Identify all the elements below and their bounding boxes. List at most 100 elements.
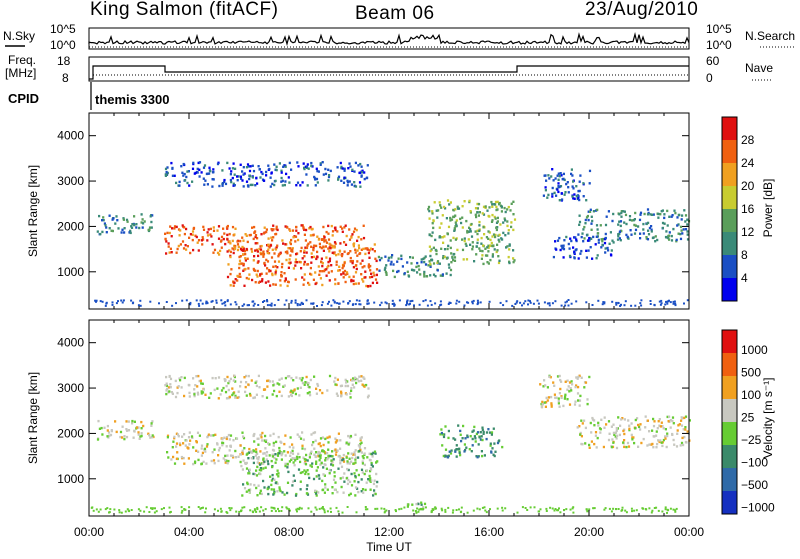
echo-cell <box>256 275 259 278</box>
echo-cell <box>231 454 234 458</box>
echo-cell <box>353 227 357 230</box>
echo-cell <box>456 248 459 252</box>
echo-cell <box>339 456 342 459</box>
echo-cell <box>684 415 688 418</box>
echo-cell <box>108 227 111 230</box>
echo-cell <box>626 235 629 239</box>
echo-cell <box>472 509 475 512</box>
echo-cell <box>587 249 590 252</box>
echo-cell <box>665 445 668 449</box>
echo-cell <box>305 492 308 495</box>
echo-cell <box>262 250 265 253</box>
echo-cell <box>173 435 176 439</box>
echo-cell <box>272 444 275 447</box>
echo-cell <box>298 435 301 438</box>
colorbar-swatch <box>722 186 737 210</box>
echo-cell <box>324 245 327 248</box>
echo-cell <box>455 302 458 305</box>
echo-cell <box>231 393 234 397</box>
echo-cell <box>304 472 307 476</box>
echo-cell <box>318 477 321 480</box>
echo-cell <box>342 460 346 463</box>
echo-cell <box>213 388 216 392</box>
echo-cell <box>304 246 307 249</box>
echo-cell <box>298 456 301 459</box>
echo-cell <box>221 441 224 444</box>
echo-cell <box>203 164 207 167</box>
echo-cell <box>239 385 242 388</box>
echo-cell <box>278 378 281 381</box>
echo-cell <box>224 182 228 186</box>
echo-cell <box>303 383 306 386</box>
echo-cell <box>165 392 168 396</box>
echo-cell <box>618 237 621 240</box>
echo-cell <box>370 463 373 466</box>
echo-cell <box>247 472 250 475</box>
echo-cell <box>577 399 580 402</box>
echo-cell <box>191 230 195 233</box>
echo-cell <box>109 508 112 511</box>
echo-cell <box>317 455 320 458</box>
echo-cell <box>654 240 657 243</box>
echo-cell <box>360 273 363 276</box>
echo-cell <box>219 249 222 253</box>
echo-cell <box>459 453 462 457</box>
echo-cell <box>420 501 423 504</box>
echo-cell <box>610 445 613 449</box>
echo-cell <box>622 210 625 213</box>
echo-cell <box>179 443 182 447</box>
echo-cell <box>204 393 207 396</box>
echo-cell <box>570 389 573 392</box>
echo-cell <box>480 435 483 438</box>
echo-cell <box>384 266 387 270</box>
echo-cell <box>278 383 281 386</box>
echo-cell <box>299 261 302 264</box>
echo-cell <box>298 260 301 264</box>
echo-cell <box>656 238 659 242</box>
echo-cell <box>209 434 212 437</box>
echo-cell <box>385 273 388 276</box>
echo-cell <box>672 438 675 442</box>
echo-cell <box>567 385 570 388</box>
echo-cell <box>471 248 474 251</box>
echo-cell <box>442 241 445 244</box>
echo-cell <box>659 439 662 442</box>
echo-cell <box>351 168 354 171</box>
echo-cell <box>121 301 124 304</box>
echo-cell <box>229 250 232 254</box>
echo-cell <box>654 235 657 238</box>
echo-cell <box>218 253 221 256</box>
echo-cell <box>332 458 335 461</box>
echo-cell <box>348 457 351 460</box>
echo-cell <box>336 378 339 381</box>
echo-cell <box>491 213 494 217</box>
echo-cell <box>567 242 570 246</box>
echo-cell <box>300 246 303 250</box>
echo-cell <box>166 387 169 391</box>
nsearch-label: N.Search <box>745 29 795 43</box>
echo-cell <box>333 246 336 249</box>
echo-cell <box>491 447 494 450</box>
echo-cell <box>259 463 262 466</box>
echo-cell <box>283 272 286 275</box>
echo-cell <box>657 212 660 216</box>
echo-cell <box>577 375 580 379</box>
echo-cell <box>524 507 527 509</box>
echo-cell <box>479 438 482 441</box>
echo-cell <box>202 228 206 231</box>
echo-cell <box>350 452 353 455</box>
nsky-trace <box>88 32 690 47</box>
echo-cell <box>252 300 255 303</box>
echo-cell <box>283 303 286 306</box>
echo-cell <box>348 493 351 497</box>
echo-cell <box>248 169 252 173</box>
echo-cell <box>585 249 588 252</box>
echo-cell <box>230 268 233 271</box>
echo-cell <box>322 173 325 176</box>
echo-cell <box>334 481 337 484</box>
echo-cell <box>229 377 232 381</box>
echo-cell <box>274 481 277 485</box>
echo-cell <box>502 231 505 235</box>
echo-cell <box>373 479 376 482</box>
echo-cell <box>638 218 642 222</box>
